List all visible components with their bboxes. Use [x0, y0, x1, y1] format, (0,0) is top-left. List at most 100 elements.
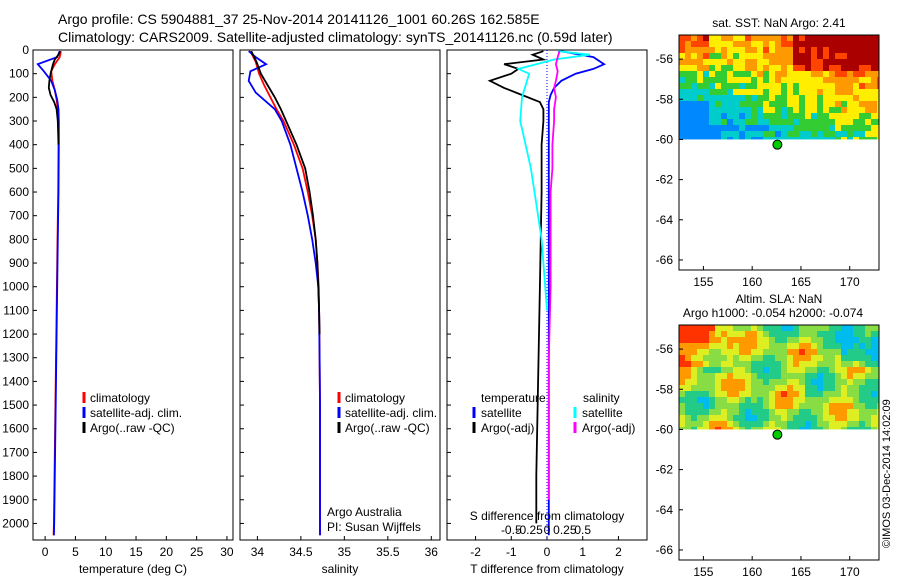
heat-cell — [871, 385, 877, 391]
heat-cell — [709, 89, 715, 95]
heat-cell — [715, 65, 721, 71]
heat-cell — [865, 107, 871, 113]
heat-cell — [859, 95, 865, 101]
heat-cell — [733, 137, 739, 140]
heat-cell — [817, 35, 823, 41]
heat-cell — [757, 331, 763, 337]
heat-cell — [811, 373, 817, 379]
heat-cell — [757, 35, 763, 41]
heat-cell — [715, 331, 721, 337]
heat-cell — [805, 343, 811, 349]
heat-cell — [811, 125, 817, 131]
heat-cell — [763, 367, 769, 373]
heat-cell — [775, 385, 781, 391]
heat-cell — [709, 47, 715, 53]
heat-cell — [709, 379, 715, 385]
heat-cell — [793, 53, 799, 59]
heat-cell — [685, 403, 691, 409]
series-line — [515, 50, 591, 311]
heat-cell — [859, 361, 865, 367]
heat-cell — [703, 379, 709, 385]
series-line — [250, 50, 321, 335]
heat-cell — [697, 95, 703, 101]
heat-cell — [745, 77, 751, 83]
heat-cell — [877, 95, 879, 101]
x-axis-label: temperature (deg C) — [79, 562, 187, 576]
heat-cell — [829, 397, 835, 403]
heat-cell — [871, 355, 877, 361]
heat-cell — [703, 83, 709, 89]
heat-cell — [871, 47, 877, 53]
heat-cell — [769, 101, 775, 107]
y-tick-label: -62 — [656, 173, 674, 187]
y-tick-label: -62 — [656, 463, 674, 477]
heat-cell — [697, 325, 703, 331]
heat-cell — [679, 391, 685, 397]
heat-cell — [871, 367, 877, 373]
heat-cell — [769, 397, 775, 403]
heat-cell — [829, 131, 835, 137]
heat-cell — [775, 83, 781, 89]
heat-cell — [721, 379, 727, 385]
heat-cell — [841, 53, 847, 59]
heat-cell — [733, 95, 739, 101]
heat-cell — [829, 65, 835, 71]
heat-cell — [739, 367, 745, 373]
heat-cell — [823, 53, 829, 59]
heat-cell — [841, 131, 847, 137]
heat-cell — [709, 53, 715, 59]
heat-cell — [733, 119, 739, 125]
heat-cell — [721, 53, 727, 59]
x-tick-label: 155 — [693, 275, 713, 289]
heat-cell — [727, 131, 733, 137]
heat-cell — [745, 361, 751, 367]
salinity-panel: 34 34.5 35 35.5 36 salinity climatologysatelli… — [239, 49, 441, 576]
heat-cell — [751, 83, 757, 89]
heat-cell — [871, 95, 877, 101]
heat-cell — [853, 379, 859, 385]
y-tick-label: 300 — [9, 114, 29, 128]
heat-cell — [811, 59, 817, 65]
heat-cell — [841, 107, 847, 113]
heat-cell — [877, 59, 879, 65]
heat-cell — [847, 409, 853, 415]
heat-cell — [793, 59, 799, 65]
heat-cell — [847, 95, 853, 101]
heat-cell — [769, 59, 775, 65]
heat-cell — [847, 421, 853, 427]
heat-cell — [871, 343, 877, 349]
heat-cell — [715, 113, 721, 119]
heat-cell — [847, 427, 853, 430]
heat-cell — [823, 119, 829, 125]
heat-cell — [835, 35, 841, 41]
heat-cell — [715, 47, 721, 53]
heat-cell — [763, 379, 769, 385]
heat-cell — [781, 101, 787, 107]
heat-cell — [793, 421, 799, 427]
heat-cell — [751, 421, 757, 427]
heat-cell — [679, 119, 685, 125]
heat-cell — [715, 409, 721, 415]
heat-cell — [781, 125, 787, 131]
heat-cell — [757, 397, 763, 403]
heat-cell — [847, 137, 853, 140]
heat-cell — [793, 95, 799, 101]
heat-cell — [763, 53, 769, 59]
heat-cell — [823, 65, 829, 71]
heat-cell — [769, 119, 775, 125]
heat-cell — [685, 41, 691, 47]
heat-cell — [799, 107, 805, 113]
heat-cell — [799, 331, 805, 337]
heat-cell — [835, 137, 841, 140]
heat-cell — [679, 83, 685, 89]
heat-cell — [811, 421, 817, 427]
heat-cell — [811, 367, 817, 373]
heat-cell — [697, 131, 703, 137]
heat-cell — [739, 373, 745, 379]
heat-cell — [823, 391, 829, 397]
heat-cell — [799, 65, 805, 71]
heat-cell — [727, 113, 733, 119]
y-tick-label: 100 — [9, 67, 29, 81]
heat-cell — [697, 35, 703, 41]
